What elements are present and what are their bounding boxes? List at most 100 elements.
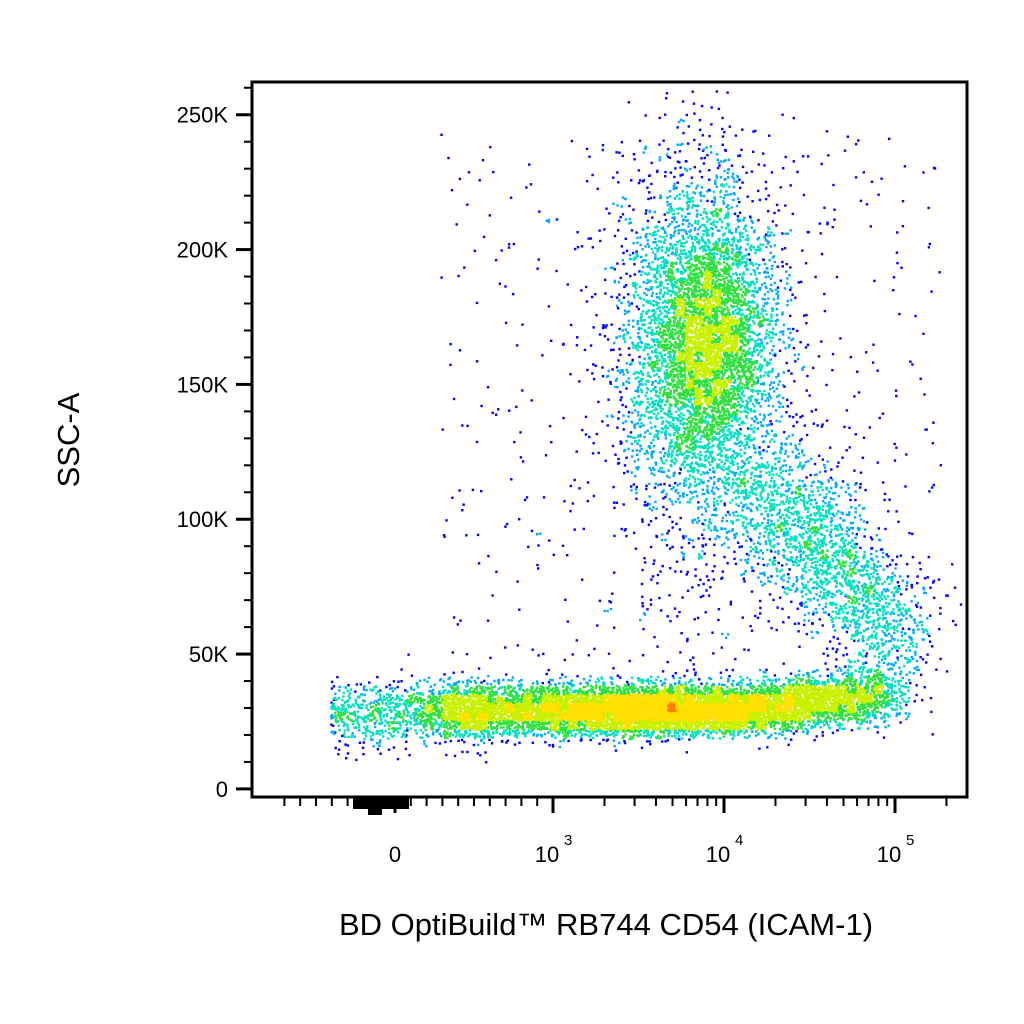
event-dot <box>464 710 467 713</box>
event-dot <box>544 741 547 744</box>
event-dot <box>498 715 502 718</box>
event-dot <box>890 697 894 701</box>
event-dot <box>919 673 923 676</box>
event-dot <box>801 719 804 722</box>
event-dot <box>862 699 866 702</box>
event-dot <box>562 729 565 733</box>
event-dot <box>792 678 795 681</box>
event-dot <box>733 720 736 723</box>
event-dot <box>576 717 580 720</box>
event-dot <box>852 688 855 691</box>
event-dot <box>706 686 710 689</box>
event-dot <box>543 693 547 696</box>
event-dot <box>442 710 445 714</box>
event-dot <box>659 679 663 683</box>
event-dot <box>748 734 751 738</box>
event-dot <box>586 682 589 685</box>
event-dot <box>861 679 864 682</box>
event-dot <box>458 729 461 732</box>
event-dot <box>684 692 687 696</box>
event-dot <box>844 691 847 694</box>
event-dot <box>840 723 843 726</box>
event-dot <box>513 726 516 730</box>
event-dot <box>826 668 829 671</box>
event-dot <box>492 732 495 735</box>
event-dot <box>753 722 756 726</box>
event-dot <box>849 693 852 696</box>
event-dot <box>837 706 840 710</box>
event-dot <box>470 676 473 679</box>
event-dot <box>824 716 827 719</box>
event-dot <box>844 665 847 668</box>
event-dot <box>789 714 793 718</box>
event-dot <box>624 733 627 736</box>
event-dot <box>812 683 816 686</box>
event-dot <box>648 734 651 737</box>
event-dot <box>589 738 592 742</box>
event-dot <box>561 731 565 735</box>
event-dot <box>536 727 539 731</box>
event-dot <box>827 724 830 727</box>
event-dot <box>579 687 582 691</box>
event-dot <box>801 708 805 711</box>
event-dot <box>642 679 645 682</box>
event-dot <box>455 733 459 736</box>
event-dot <box>880 682 883 685</box>
event-dot <box>862 687 865 691</box>
event-dot <box>487 735 490 739</box>
event-dot <box>562 724 566 727</box>
event-dot <box>794 684 797 687</box>
event-dot <box>550 725 553 728</box>
event-dot <box>785 687 788 690</box>
event-dot <box>613 745 616 748</box>
event-dot <box>518 703 522 706</box>
event-dot <box>593 690 596 694</box>
event-dot <box>553 714 556 718</box>
event-dot <box>795 713 799 716</box>
event-dot <box>595 681 598 684</box>
event-dot <box>796 727 799 731</box>
event-dot <box>724 731 727 734</box>
event-dot <box>895 714 898 717</box>
event-dot <box>422 724 425 727</box>
event-dot <box>686 725 689 729</box>
event-dot <box>447 690 451 693</box>
event-dot <box>606 738 609 741</box>
event-dot <box>507 693 510 697</box>
event-dot <box>453 728 457 731</box>
event-dot <box>738 694 741 698</box>
event-dot <box>551 745 555 748</box>
event-dot <box>660 735 663 738</box>
event-dot <box>529 701 532 704</box>
event-dot <box>416 707 419 711</box>
event-dot <box>761 729 764 733</box>
event-dot <box>749 682 753 685</box>
event-dot <box>474 724 477 728</box>
event-dot <box>432 695 435 698</box>
event-dot <box>860 720 864 723</box>
event-dot <box>553 719 556 722</box>
event-dot <box>826 687 829 690</box>
event-dot <box>822 685 825 688</box>
event-dot <box>621 723 624 726</box>
event-dot <box>557 732 561 736</box>
event-dot <box>577 728 580 731</box>
event-dot <box>745 722 749 726</box>
event-dot <box>450 693 453 697</box>
event-dot <box>497 722 500 725</box>
event-dot <box>439 712 442 715</box>
event-dot <box>565 726 569 729</box>
event-dot <box>841 673 844 676</box>
event-dot <box>508 728 512 731</box>
event-dot <box>691 735 694 738</box>
event-dot <box>611 683 614 686</box>
event-dot <box>762 683 765 686</box>
event-dot <box>472 743 476 747</box>
event-dot <box>514 702 517 705</box>
event-dot <box>520 700 523 703</box>
event-dot <box>426 706 429 709</box>
event-dot <box>692 663 695 666</box>
event-dot <box>601 718 604 722</box>
event-dot <box>859 697 862 700</box>
event-dot <box>813 704 817 707</box>
